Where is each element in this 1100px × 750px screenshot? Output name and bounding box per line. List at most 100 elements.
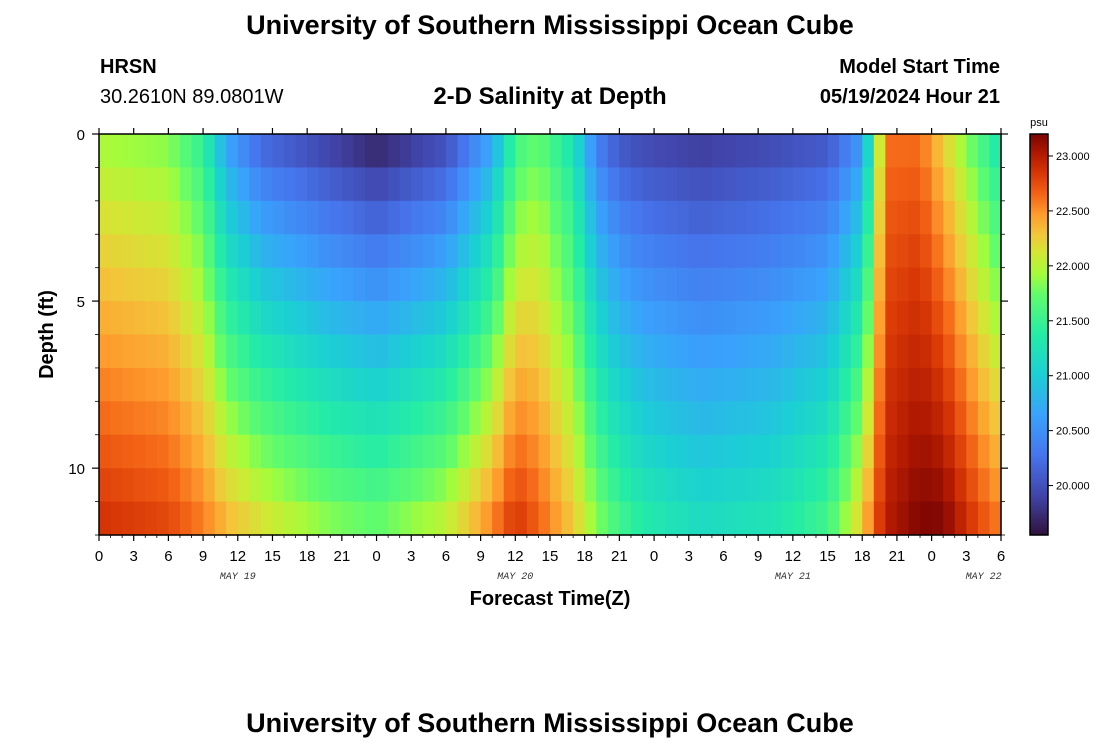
heatmap-cell: [781, 200, 794, 235]
heatmap-cell: [642, 301, 655, 336]
heatmap-cell: [977, 501, 991, 536]
heatmap-cell: [538, 234, 551, 269]
heatmap-cell: [920, 501, 933, 536]
heatmap-cell: [850, 167, 863, 202]
heatmap-cell: [156, 434, 169, 469]
heatmap-cell: [862, 468, 875, 503]
heatmap-cell: [654, 167, 667, 202]
heatmap-cell: [179, 468, 193, 503]
heatmap-cell: [584, 200, 597, 235]
heatmap-cell: [896, 301, 910, 336]
heatmap-cell: [920, 267, 933, 302]
heatmap-cell: [850, 301, 863, 336]
heatmap-cell: [989, 234, 1002, 269]
heatmap-cell: [584, 434, 597, 469]
heatmap-cell: [538, 434, 551, 469]
heatmap-cell: [237, 200, 250, 235]
heatmap-cell: [515, 167, 528, 202]
heatmap-cell: [931, 367, 944, 402]
x-tick-label: 0: [927, 548, 935, 565]
heatmap-cell: [237, 434, 250, 469]
heatmap-cell: [977, 301, 991, 336]
heatmap-cell: [561, 200, 574, 235]
heatmap-cell: [723, 434, 736, 469]
heatmap-cell: [630, 267, 644, 302]
heatmap-cell: [203, 401, 216, 436]
heatmap-cell: [318, 167, 331, 202]
heatmap-cell: [364, 434, 378, 469]
heatmap-cell: [330, 301, 343, 336]
heatmap-cell: [839, 200, 852, 235]
heatmap-cell: [168, 301, 181, 336]
heatmap-cell: [711, 200, 725, 235]
heatmap-cell: [133, 501, 146, 536]
heatmap-cell: [966, 301, 979, 336]
heatmap-cell: [538, 200, 551, 235]
heatmap-cell: [850, 267, 863, 302]
heatmap-cell: [492, 334, 505, 369]
heatmap-cell: [885, 200, 898, 235]
model-start-label: Model Start Time: [839, 56, 1000, 78]
heatmap-cell: [630, 234, 644, 269]
heatmap-cell: [966, 267, 979, 302]
heatmap-cell: [619, 200, 632, 235]
heatmap-cell: [665, 167, 678, 202]
heatmap-cell: [156, 234, 169, 269]
heatmap-cell: [203, 234, 216, 269]
y-tick-label: 10: [68, 461, 85, 478]
heatmap-cell: [977, 234, 991, 269]
heatmap-cell: [249, 134, 262, 169]
heatmap-cell: [307, 334, 320, 369]
heatmap-cell: [249, 200, 262, 235]
heatmap-cell: [122, 334, 135, 369]
heatmap-cell: [191, 334, 204, 369]
heatmap-cell: [399, 501, 412, 536]
heatmap-cell: [156, 167, 169, 202]
heatmap-cell: [133, 301, 146, 336]
heatmap-cell: [411, 267, 424, 302]
heatmap-cell: [792, 401, 806, 436]
heatmap-cell: [214, 134, 227, 169]
heatmap-cell: [330, 401, 343, 436]
heatmap-cell: [584, 301, 597, 336]
heatmap-cell: [492, 468, 505, 503]
heatmap-cell: [122, 401, 135, 436]
heatmap-cell: [792, 200, 806, 235]
heatmap-cell: [920, 167, 933, 202]
station-coordinates: 30.2610N 89.0801W: [100, 86, 284, 108]
heatmap-cell: [885, 301, 898, 336]
heatmap-cell: [469, 167, 482, 202]
heatmap-cell: [99, 468, 112, 503]
heatmap-cell: [376, 501, 389, 536]
heatmap-cell: [862, 301, 875, 336]
heatmap-cell: [850, 200, 863, 235]
heatmap-cell: [469, 267, 482, 302]
heatmap-cell: [422, 167, 435, 202]
heatmap-cell: [168, 401, 181, 436]
heatmap-cell: [341, 434, 355, 469]
heatmap-cell: [237, 167, 250, 202]
heatmap-cell: [445, 334, 459, 369]
heatmap-cell: [735, 134, 748, 169]
x-date-label: MAY 19: [220, 572, 256, 583]
heatmap-cell: [619, 401, 632, 436]
heatmap-cell: [630, 401, 644, 436]
heatmap-cell: [839, 434, 852, 469]
heatmap-cell: [295, 267, 308, 302]
heatmap-cell: [573, 301, 586, 336]
heatmap-cell: [480, 434, 493, 469]
heatmap-cell: [804, 401, 817, 436]
heatmap-cell: [203, 334, 216, 369]
heatmap-cell: [284, 468, 297, 503]
heatmap-cell: [908, 134, 921, 169]
heatmap-cell: [700, 434, 713, 469]
heatmap-cell: [411, 334, 424, 369]
heatmap-cell: [561, 234, 574, 269]
heatmap-cell: [237, 401, 250, 436]
colorbar-tick-label: 23.000: [1056, 151, 1090, 163]
heatmap-cell: [596, 167, 609, 202]
heatmap-cell: [237, 234, 250, 269]
heatmap-cell: [573, 234, 586, 269]
heatmap-cell: [179, 401, 193, 436]
heatmap-cell: [977, 167, 991, 202]
